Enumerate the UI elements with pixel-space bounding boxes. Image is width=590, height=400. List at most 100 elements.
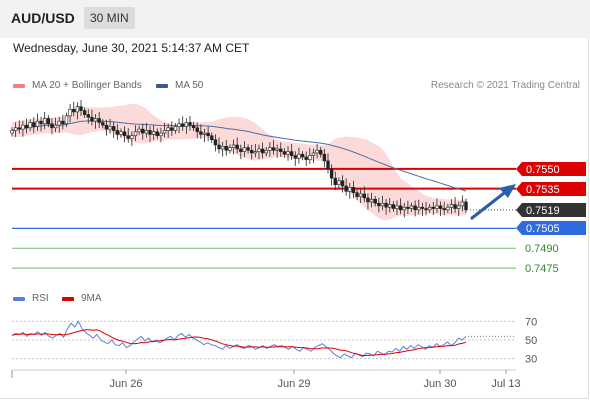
- level-tag-support: [516, 221, 586, 235]
- legend-rsi: RSI: [32, 293, 49, 304]
- candle-body: [315, 149, 319, 154]
- candle-body: [122, 131, 127, 137]
- x-tick-label: Jun 29: [277, 378, 310, 390]
- candle-body: [50, 123, 54, 129]
- candle-body: [68, 108, 72, 117]
- candle-body: [104, 124, 109, 130]
- candle-body: [246, 147, 250, 151]
- rsi-tick-label: 70: [525, 316, 537, 328]
- candle-body: [293, 155, 297, 159]
- copyright: Research © 2021 Trading Central: [430, 80, 580, 91]
- level-label-0.7519: 0.7519: [526, 205, 560, 217]
- candle-body: [32, 122, 36, 127]
- candle-body: [217, 144, 221, 150]
- candle-body: [311, 152, 316, 156]
- x-tick-label: Jul 13: [491, 378, 520, 390]
- candle-body: [460, 201, 465, 207]
- candle-body: [166, 127, 170, 131]
- candle-body: [282, 151, 287, 155]
- candle-body: [10, 130, 14, 134]
- candle-body: [355, 192, 359, 197]
- candle-body: [191, 124, 196, 129]
- candle-body: [53, 124, 58, 129]
- candle-body: [453, 204, 457, 209]
- candle-body: [348, 187, 352, 192]
- candle-body: [141, 128, 145, 134]
- candle-body: [435, 205, 439, 209]
- candle-body: [199, 131, 203, 135]
- timeframe-badge[interactable]: 30 MIN: [84, 7, 135, 29]
- candle-body: [286, 151, 290, 155]
- candle-body: [90, 116, 94, 122]
- ma9-swatch: [62, 297, 74, 301]
- candle-body: [151, 131, 156, 135]
- candle-body: [268, 147, 272, 151]
- candle-body: [39, 120, 43, 125]
- legend-ma20: MA 20 + Bollinger Bands: [32, 80, 142, 91]
- candle-body: [417, 206, 421, 211]
- candle-body: [260, 148, 265, 154]
- candle-body: [235, 144, 239, 150]
- candle-body: [119, 131, 123, 135]
- candle-body: [289, 151, 294, 156]
- level-label-0.7505: 0.7505: [526, 223, 560, 235]
- candle-body: [300, 153, 305, 158]
- timestamp: Wednesday, June 30, 2021 5:14:37 AM CET: [13, 41, 250, 55]
- ma20-swatch: [13, 84, 25, 88]
- candle-body: [344, 185, 348, 192]
- candle-body: [391, 204, 396, 209]
- ma50-swatch: [156, 84, 168, 88]
- candle-body: [159, 132, 163, 137]
- candle-body: [253, 151, 258, 154]
- candle-body: [177, 123, 181, 127]
- candle-body: [181, 123, 185, 127]
- projection-arrow-head: [499, 184, 516, 198]
- candle-body: [188, 122, 192, 126]
- candle-body: [413, 205, 417, 211]
- candle-body: [24, 124, 29, 129]
- candle-body: [213, 139, 218, 146]
- candle-body: [137, 128, 141, 133]
- candle-body: [195, 127, 199, 133]
- candle-body: [449, 204, 454, 208]
- candle-body: [126, 135, 130, 139]
- candle-body: [242, 147, 247, 152]
- candle-body: [329, 168, 334, 179]
- candle-body: [369, 198, 374, 203]
- x-tick-label: Jun 26: [109, 378, 142, 390]
- candle-body: [358, 193, 363, 197]
- candle-body: [155, 131, 159, 137]
- candle-body: [438, 205, 443, 209]
- candle-body: [144, 130, 149, 134]
- candle-body: [148, 130, 152, 135]
- ma50-line: [11, 120, 467, 192]
- projection-arrow: [470, 188, 510, 220]
- candle-body: [210, 135, 214, 141]
- rsi-ma9-line: [11, 329, 467, 356]
- candle-body: [13, 127, 18, 131]
- candle-body: [279, 148, 283, 152]
- candle-body: [108, 126, 112, 130]
- candle-body: [21, 124, 25, 130]
- candle-body: [170, 127, 174, 131]
- candle-body: [264, 149, 268, 154]
- candle-body: [228, 147, 232, 151]
- header-bar: AUD/USD 30 MIN: [0, 0, 590, 38]
- candle-body: [82, 110, 87, 115]
- candle-body: [72, 108, 76, 113]
- candle-body: [340, 180, 345, 187]
- candle-body: [97, 118, 101, 123]
- candle-body: [35, 120, 40, 127]
- candle-body: [28, 122, 32, 129]
- level-label-0.7535: 0.7535: [526, 184, 560, 196]
- candle-body: [424, 208, 428, 211]
- candle-body: [64, 115, 69, 125]
- candle-body: [362, 193, 367, 199]
- candle-body: [271, 147, 276, 151]
- rsi-tick-label: 30: [525, 354, 537, 366]
- candle-body: [442, 208, 446, 211]
- candle-body: [427, 206, 432, 211]
- candle-body: [220, 146, 225, 150]
